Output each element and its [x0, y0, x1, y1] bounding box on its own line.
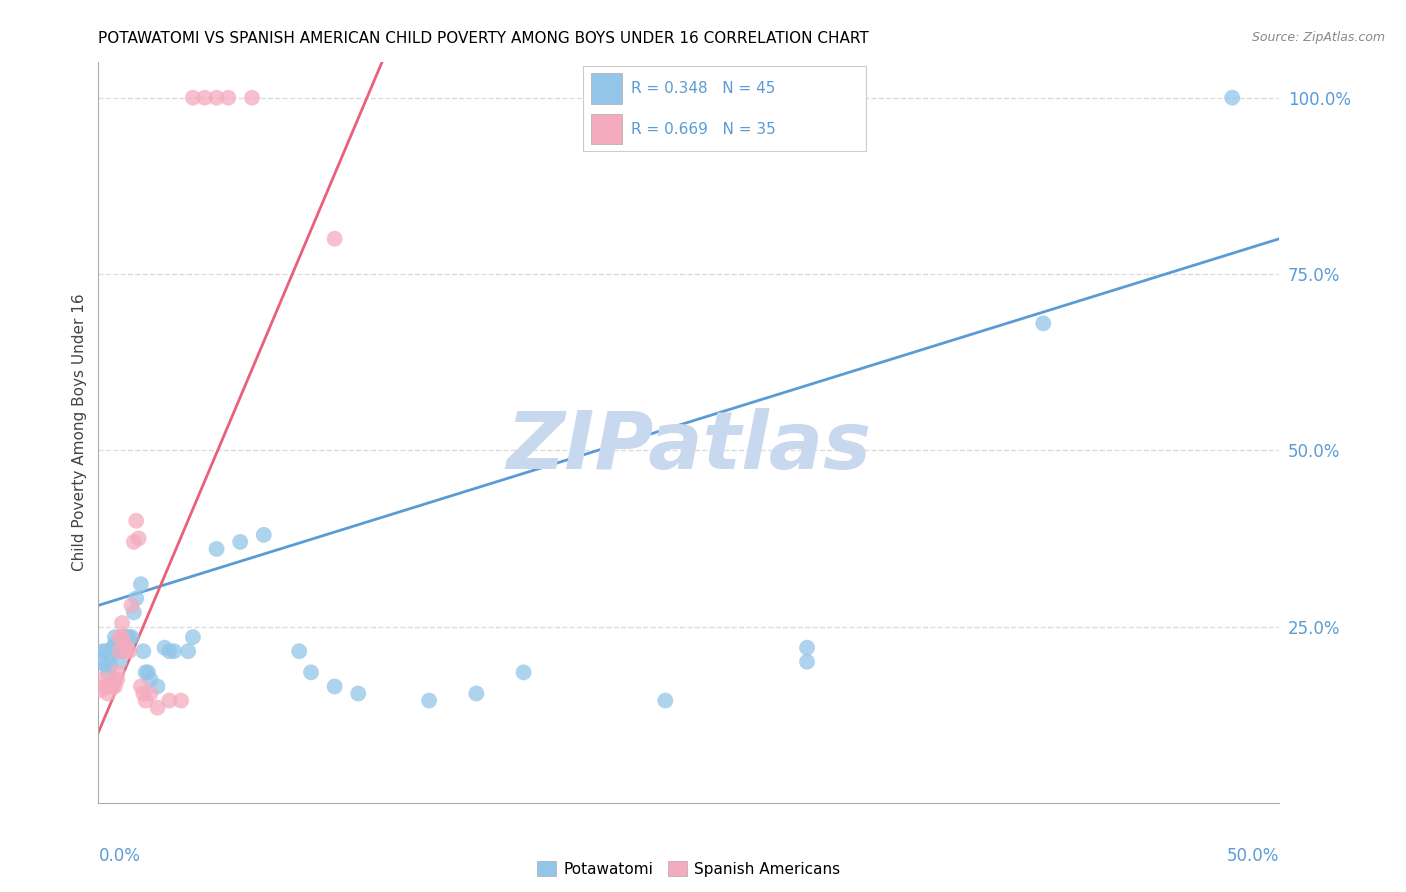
Point — [229, 535, 252, 549]
Point — [347, 686, 370, 700]
Point — [136, 665, 159, 680]
Point — [104, 637, 127, 651]
Point — [139, 673, 162, 687]
Point — [146, 680, 169, 694]
Point — [157, 644, 180, 658]
Point — [94, 680, 117, 694]
Point — [112, 630, 135, 644]
Point — [163, 644, 186, 658]
Point — [205, 541, 228, 556]
Point — [91, 644, 114, 658]
Point — [139, 686, 162, 700]
Point — [98, 680, 121, 694]
Text: POTAWATOMI VS SPANISH AMERICAN CHILD POVERTY AMONG BOYS UNDER 16 CORRELATION CHA: POTAWATOMI VS SPANISH AMERICAN CHILD POV… — [98, 31, 869, 46]
Point — [118, 630, 141, 644]
Point — [323, 232, 346, 246]
Point — [125, 591, 148, 606]
Point — [1032, 316, 1054, 330]
Point — [217, 91, 239, 105]
Point — [108, 630, 131, 644]
Point — [194, 91, 217, 105]
Point — [105, 665, 128, 680]
Point — [125, 514, 148, 528]
Point — [90, 683, 112, 698]
Text: ZIPatlas: ZIPatlas — [506, 409, 872, 486]
Point — [465, 686, 488, 700]
Point — [129, 680, 152, 694]
Point — [240, 91, 263, 105]
Text: 50.0%: 50.0% — [1227, 847, 1279, 865]
Point — [1220, 91, 1243, 105]
Point — [153, 640, 176, 655]
Point — [146, 700, 169, 714]
Point — [97, 686, 120, 700]
Point — [299, 665, 322, 680]
Point — [111, 615, 134, 630]
Point — [121, 630, 143, 644]
Point — [101, 640, 124, 655]
Point — [115, 644, 138, 658]
Point — [111, 630, 134, 644]
Point — [98, 658, 121, 673]
Point — [94, 644, 117, 658]
Point — [132, 686, 155, 700]
Point — [177, 644, 200, 658]
Point — [132, 644, 155, 658]
Point — [135, 693, 157, 707]
Point — [108, 655, 131, 669]
Point — [122, 535, 145, 549]
Point — [101, 680, 124, 694]
Point — [104, 630, 127, 644]
Point — [253, 528, 276, 542]
Point — [128, 532, 150, 546]
Point — [654, 693, 676, 707]
Point — [170, 693, 193, 707]
Point — [105, 644, 128, 658]
Point — [323, 680, 346, 694]
Point — [90, 655, 112, 669]
Point — [112, 637, 135, 651]
Point — [796, 655, 818, 669]
Point — [94, 658, 117, 673]
Point — [108, 644, 131, 658]
Point — [512, 665, 534, 680]
Point — [115, 630, 138, 644]
Point — [97, 665, 120, 680]
Point — [104, 680, 127, 694]
Point — [118, 644, 141, 658]
Point — [104, 673, 127, 687]
Point — [111, 644, 134, 658]
Point — [122, 606, 145, 620]
Point — [98, 648, 121, 662]
Text: 0.0%: 0.0% — [98, 847, 141, 865]
Legend: Potawatomi, Spanish Americans: Potawatomi, Spanish Americans — [537, 861, 841, 877]
Point — [205, 91, 228, 105]
Point — [105, 673, 128, 687]
Point — [91, 673, 114, 687]
Point — [181, 91, 204, 105]
Point — [288, 644, 311, 658]
Point — [121, 599, 143, 613]
Point — [796, 640, 818, 655]
Text: Source: ZipAtlas.com: Source: ZipAtlas.com — [1251, 31, 1385, 45]
Y-axis label: Child Poverty Among Boys Under 16: Child Poverty Among Boys Under 16 — [72, 293, 87, 572]
Point — [135, 665, 157, 680]
Point — [157, 693, 180, 707]
Point — [181, 630, 204, 644]
Point — [129, 577, 152, 591]
Point — [418, 693, 440, 707]
Point — [97, 680, 120, 694]
